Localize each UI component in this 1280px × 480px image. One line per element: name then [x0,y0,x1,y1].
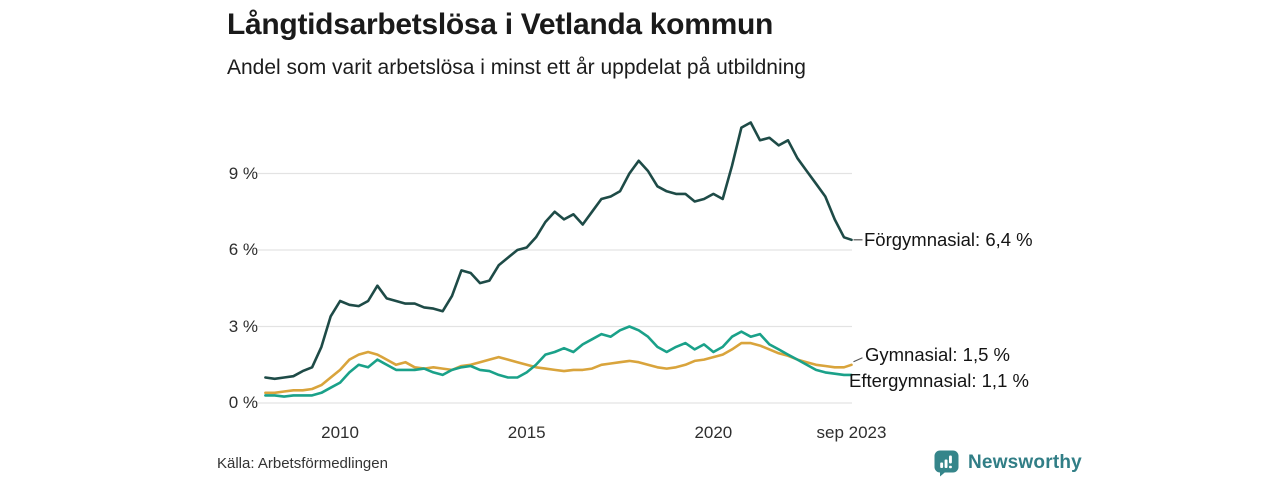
series-line-gymnasial [264,341,853,395]
x-axis-tick-label: 2020 [694,423,733,442]
newsworthy-logo-icon [933,449,960,477]
series-end-label-forgymnasial: Förgymnasial: 6,4 % [864,229,1033,250]
y-axis-tick-label: 0 % [228,393,258,412]
y-axis-tick-label: 6 % [228,240,258,259]
chart-title: Långtidsarbetslösa i Vetlanda kommun [227,8,774,41]
y-axis-tick-label: 9 % [228,163,258,183]
series-line-förgymnasial [264,121,853,381]
x-axis-tick-label: sep 2023 [816,423,887,442]
brand-lockup: Newsworthy [933,449,1082,477]
y-axis-tick-label: 3 % [228,316,258,336]
x-axis-tick-label: 2010 [321,423,359,442]
brand-name: Newsworthy [968,452,1082,473]
series-end-label-eftergymnasial: Eftergymnasial: 1,1 % [849,370,1029,391]
x-axis-tick-label: 2015 [507,423,546,442]
source-note: Källa: Arbetsförmedlingen [217,455,388,472]
chart-subtitle: Andel som varit arbetslösa i minst ett å… [227,56,806,79]
series-line-eftergymnasial [264,325,853,398]
series-end-label-gymnasial: Gymnasial: 1,5 % [865,344,1010,365]
